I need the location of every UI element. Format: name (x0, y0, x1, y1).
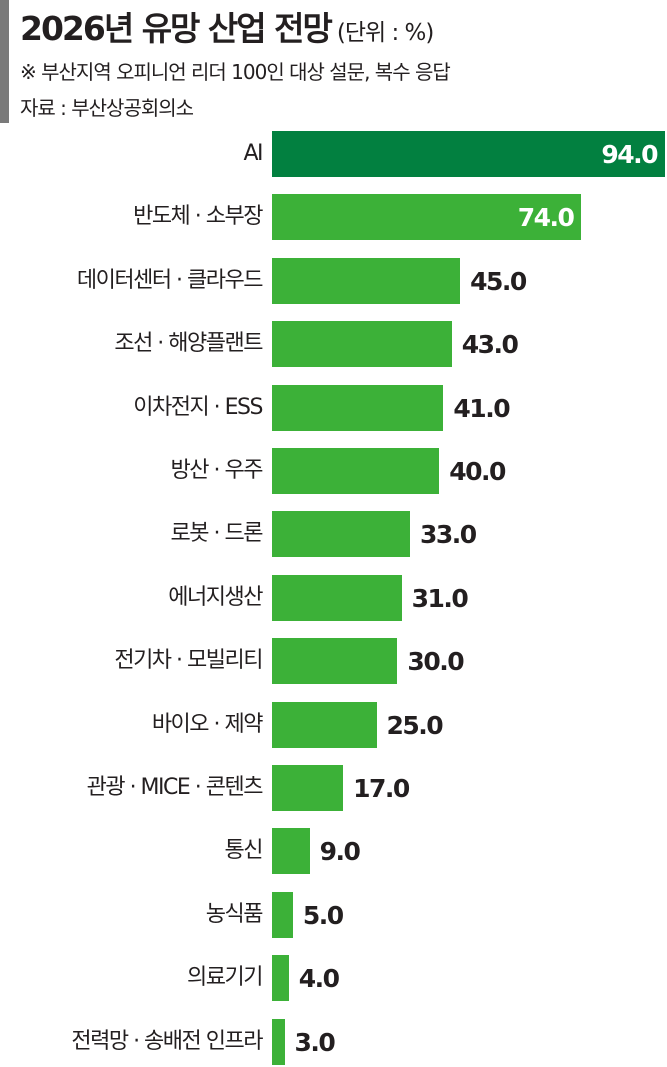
value-label: 5.0 (302, 900, 344, 930)
value-label: 40.0 (449, 457, 506, 486)
value-label: 30.0 (407, 647, 464, 677)
value-label: 9.0 (319, 837, 361, 867)
bar (272, 448, 440, 494)
bar-row: 반도체 · 소부장 74.0 (0, 194, 667, 241)
bar (272, 257, 461, 304)
value-label: 41.0 (453, 393, 510, 423)
value-label: 43.0 (461, 330, 519, 360)
bar-row: 바이오 · 제약 25.0 (0, 701, 667, 748)
bar (272, 511, 410, 558)
value-label: 33.0 (419, 520, 477, 550)
value-label: 17.0 (353, 774, 410, 803)
bar-row: 에너지생산 31.0 (0, 574, 667, 621)
category-label: 농식품 (205, 901, 264, 927)
bar (272, 574, 402, 621)
category-label: 바이오 · 제약 (151, 711, 264, 737)
value-label: 74.0 (517, 203, 575, 233)
bar-row: 농식품 5.0 (0, 891, 667, 938)
bar-row: 의료기기 4.0 (0, 955, 667, 1002)
category-label: 데이터센터 · 클라우드 (76, 267, 264, 293)
category-label: 전기차 · 모빌리티 (114, 648, 263, 674)
value-label: 94.0 (601, 140, 658, 169)
bar-row: 방산 · 우주 40.0 (0, 448, 667, 494)
bar (272, 638, 398, 685)
bar (272, 955, 289, 1002)
bar-row: 관광 · MICE · 콘텐츠 17.0 (0, 765, 667, 811)
bar (272, 1018, 285, 1065)
title-accent-bar (0, 0, 9, 123)
bar-row: 전력망 · 송배전 인프라 3.0 (0, 1018, 667, 1065)
chart-title: 2026년 유망 산업 전망 (단위 : %) (20, 2, 434, 50)
category-label: 에너지생산 (168, 584, 263, 610)
category-label: 방산 · 우주 (170, 458, 264, 483)
category-label: 로봇 · 드론 (170, 521, 264, 547)
bar (272, 131, 665, 177)
bar (272, 765, 344, 811)
bar-row: 로봇 · 드론 33.0 (0, 511, 667, 558)
bar-row: 데이터센터 · 클라우드 45.0 (0, 257, 667, 304)
bar (272, 384, 444, 431)
value-label: 45.0 (470, 266, 527, 296)
value-label: 4.0 (298, 964, 340, 994)
category-label: 의료기기 (187, 965, 263, 991)
value-label: 31.0 (411, 583, 469, 613)
bar-row: 조선 · 해양플랜트 43.0 (0, 321, 667, 368)
survey-note: ※ 부산지역 오피니언 리더 100인 대상 설문, 복수 응답 (20, 60, 451, 84)
category-label: 이차전지 · ESS (133, 394, 263, 420)
bar-row: 통신 9.0 (0, 828, 667, 875)
category-label: 조선 · 해양플랜트 (114, 331, 263, 357)
bar-row: AI 94.0 (0, 131, 667, 177)
bar (272, 701, 377, 748)
source-note: 자료 : 부산상공회의소 (20, 96, 194, 120)
category-label: 반도체 · 소부장 (133, 204, 263, 230)
bar (272, 321, 452, 368)
value-label: 3.0 (294, 1027, 336, 1057)
chart-unit: (단위 : %) (336, 20, 434, 46)
category-label: 통신 (224, 838, 264, 864)
bar-row: 이차전지 · ESS 41.0 (0, 384, 667, 431)
category-label: 전력망 · 송배전 인프라 (71, 1028, 263, 1054)
category-label: AI (243, 141, 263, 166)
category-label: 관광 · MICE · 콘텐츠 (86, 775, 264, 800)
bar (272, 828, 310, 875)
bar (272, 194, 582, 241)
value-label: 25.0 (386, 710, 444, 740)
chart-title-text: 2026년 유망 산업 전망 (20, 9, 333, 48)
bar-row: 전기차 · 모빌리티 30.0 (0, 638, 667, 685)
bar (272, 891, 293, 938)
